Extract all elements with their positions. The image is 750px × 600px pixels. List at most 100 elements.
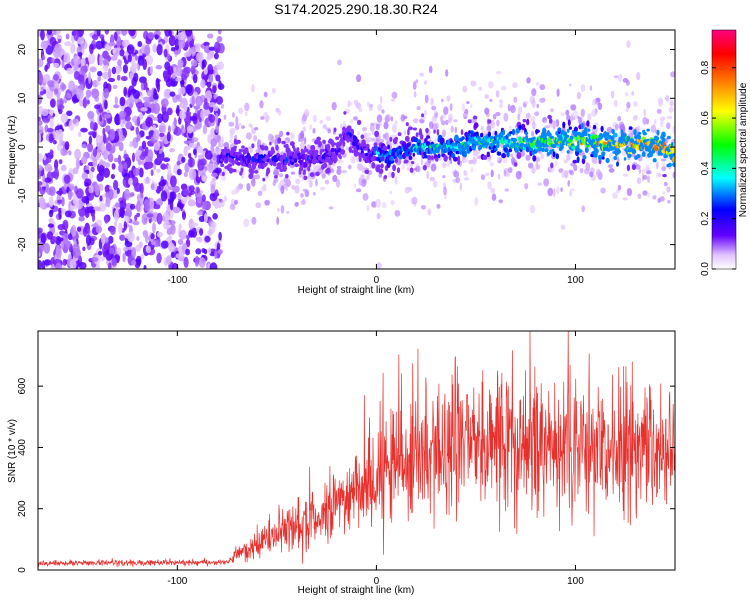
heatmap-cell: [371, 138, 376, 142]
heatmap-cell: [608, 168, 615, 173]
heatmap-cell: [661, 158, 667, 162]
heatmap-cell: [39, 187, 46, 196]
heatmap-cell: [290, 171, 296, 175]
heatmap-cell: [95, 225, 103, 234]
heatmap-cell: [429, 176, 436, 182]
heatmap-cell: [354, 100, 357, 107]
heatmap-cell: [290, 132, 295, 140]
heatmap-cell: [450, 125, 454, 133]
heatmap-cell: [538, 147, 542, 151]
heatmap-cell: [64, 41, 72, 47]
heatmap-cell: [121, 30, 128, 36]
heatmap-cell: [166, 107, 173, 116]
colorbar-label: Normalized spectral amplitude: [738, 82, 749, 217]
heatmap-cell: [129, 203, 136, 210]
heatmap-cell: [550, 162, 554, 169]
heatmap-cell: [446, 95, 451, 102]
heatmap-cell: [161, 240, 169, 249]
heatmap-cell: [55, 247, 62, 259]
heatmap-cell: [591, 156, 598, 164]
heatmap-cell: [634, 164, 641, 170]
heatmap-cell: [286, 131, 290, 136]
snr-ytick-label: 0: [17, 567, 28, 573]
heatmap-cell: [358, 107, 362, 113]
heatmap-cell: [631, 164, 637, 171]
heatmap-cell: [113, 157, 119, 163]
heatmap-cell: [461, 136, 465, 140]
heatmap-cell: [189, 116, 198, 121]
heatmap-cell: [149, 197, 154, 210]
heatmap-cell: [570, 113, 573, 122]
heatmap-cell: [72, 167, 79, 175]
heatmap-cell: [176, 202, 183, 208]
heatmap-cell: [270, 149, 275, 155]
heatmap-cell: [262, 177, 266, 182]
heatmap-cell: [210, 221, 217, 228]
heatmap-cell: [73, 70, 80, 80]
snr-ytick-label: 400: [17, 439, 28, 456]
heatmap-cell: [642, 117, 648, 125]
heatmap-cell: [555, 153, 559, 160]
heatmap-cell: [529, 204, 535, 214]
heatmap-cell: [173, 66, 177, 73]
heatmap-cell: [613, 156, 618, 160]
heatmap-cell: [114, 96, 118, 105]
heatmap-cell: [408, 155, 413, 161]
heatmap-cell: [38, 168, 41, 177]
heatmap-cell: [68, 150, 72, 156]
heatmap-cell: [666, 122, 671, 130]
heatmap-cell: [421, 113, 425, 118]
heatmap-cell: [654, 119, 657, 125]
heatmap-cell: [298, 155, 302, 160]
heatmap-cell: [61, 196, 65, 207]
heatmap-cell: [203, 67, 208, 75]
snr-ytick-label: 200: [17, 500, 28, 517]
heatmap-cell: [467, 119, 472, 124]
heatmap-cell: [62, 258, 68, 266]
heatmap-cell: [43, 89, 47, 95]
heatmap-cell: [530, 115, 536, 123]
heatmap-cell: [443, 106, 449, 115]
heatmap-cell: [430, 155, 434, 161]
heatmap-cell: [627, 153, 632, 158]
heatmap-cell: [453, 170, 459, 178]
heatmap-cell: [135, 202, 141, 212]
heatmap-cell: [525, 131, 529, 135]
heatmap-cell: [233, 145, 237, 149]
heatmap-cell: [412, 81, 417, 90]
heatmap-cell: [109, 128, 116, 141]
heatmap-cell: [482, 155, 488, 160]
heatmap-cell: [228, 167, 234, 174]
heatmap-cell: [116, 247, 122, 257]
heatmap-cell: [349, 119, 354, 124]
heatmap-cell: [99, 34, 105, 39]
heatmap-cell: [156, 168, 161, 173]
heatmap-cell: [53, 30, 57, 35]
heatmap-cell: [642, 190, 648, 196]
heatmap-cell: [379, 95, 383, 105]
heatmap-cell: [154, 34, 159, 40]
heatmap-cell: [510, 153, 514, 157]
heatmap-cell: [46, 30, 53, 36]
heatmap-cell: [199, 257, 206, 265]
heatmap-cell: [486, 125, 492, 132]
heatmap-cell: [145, 116, 153, 128]
heatmap-cell: [119, 96, 126, 107]
heatmap-cell: [176, 160, 181, 166]
heatmap-cell: [81, 172, 88, 180]
heatmap-cell: [594, 149, 599, 154]
heatmap-cell: [433, 180, 438, 188]
heatmap-cell: [176, 168, 182, 176]
heatmap-cell: [427, 208, 431, 216]
heatmap-cell: [411, 161, 415, 165]
heatmap-cell: [150, 169, 154, 177]
heatmap-cell: [394, 136, 398, 141]
heatmap-cell: [643, 108, 647, 117]
heatmap-cell: [496, 142, 500, 149]
heatmap-cell: [232, 168, 237, 173]
heatmap-cell: [104, 100, 108, 110]
heatmap-cell: [177, 238, 184, 246]
heatmap-cell: [454, 126, 457, 134]
heatmap-cell: [333, 127, 337, 133]
heatmap-cell: [271, 87, 276, 94]
